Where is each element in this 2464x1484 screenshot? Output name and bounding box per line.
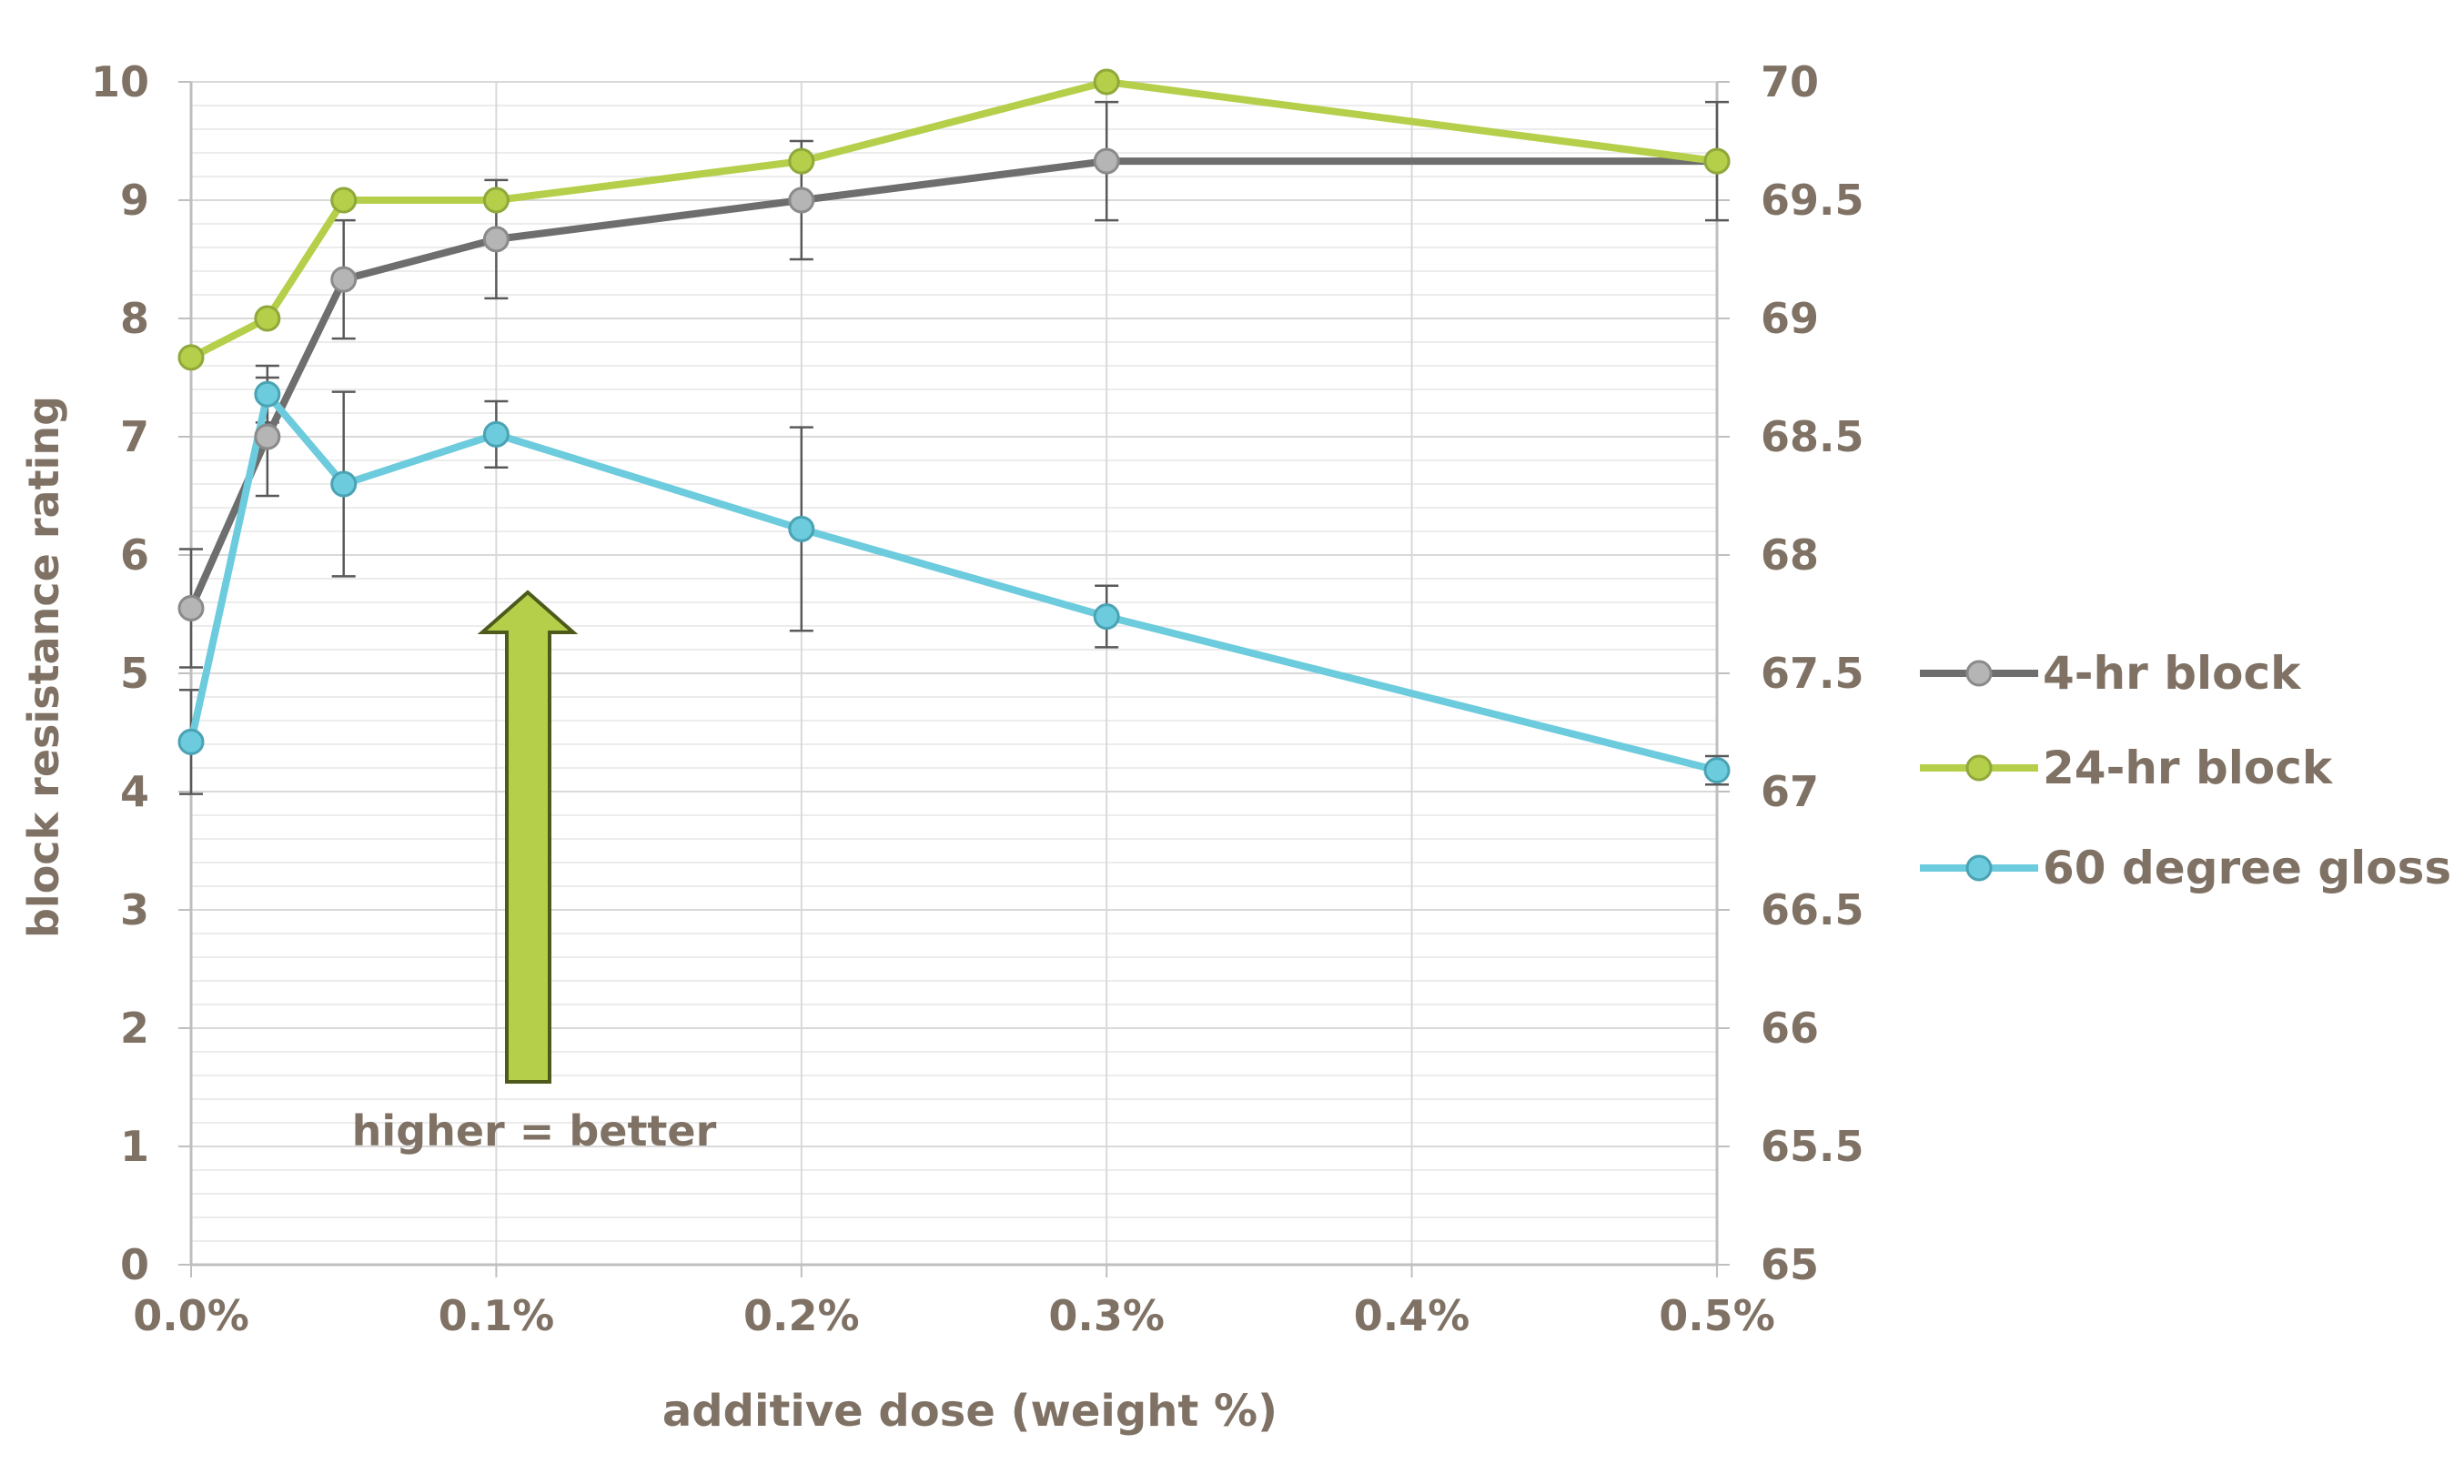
- y2-tick-label: 66: [1761, 1004, 1819, 1053]
- legend-swatch-marker: [1965, 660, 1993, 687]
- y2-tick-label: 69: [1761, 294, 1819, 343]
- annotation-label: higher = better: [352, 1106, 717, 1156]
- data-point-4-hr-block: [254, 423, 281, 450]
- y-tick-label: 1: [120, 1122, 149, 1171]
- legend-label: 60 degree gloss: [2043, 842, 2451, 894]
- series-line-4-hr-block: [187, 157, 1717, 611]
- up-arrow-icon: [477, 590, 579, 1084]
- data-point-4-hr-block: [482, 226, 510, 253]
- y2-tick-label: 65.5: [1761, 1122, 1864, 1171]
- legend-label: 24-hr block: [2043, 742, 2334, 794]
- y-tick-label: 4: [120, 767, 149, 816]
- y2-tick-label: 69.5: [1761, 176, 1864, 225]
- data-point-60-degree-gloss: [482, 420, 510, 448]
- data-point-4-hr-block: [788, 187, 815, 214]
- y-tick-label: 8: [120, 294, 149, 343]
- y-tick-label: 0: [120, 1240, 149, 1289]
- data-point-4-hr-block: [330, 266, 358, 293]
- y2-tick-label: 68.5: [1761, 412, 1864, 461]
- x-tick-label: 0.0%: [133, 1291, 249, 1340]
- y2-tick-label: 65: [1761, 1240, 1819, 1289]
- data-point-4-hr-block: [177, 595, 205, 621]
- data-point-60-degree-gloss: [254, 380, 281, 408]
- data-point-24-hr-block: [482, 187, 510, 214]
- data-point-60-degree-gloss: [1093, 603, 1120, 631]
- y2-tick-label: 70: [1761, 57, 1819, 106]
- legend: 4-hr block 24-hr block 60 degree gloss: [1920, 647, 2451, 894]
- data-point-24-hr-block: [254, 305, 281, 332]
- y2-tick-label: 66.5: [1761, 885, 1864, 934]
- y-tick-label: 3: [120, 885, 149, 934]
- y-tick-label: 2: [120, 1004, 149, 1053]
- y-axis-title: block resistance rating: [19, 396, 68, 938]
- x-tick-label: 0.4%: [1354, 1291, 1470, 1340]
- data-point-4-hr-block: [1093, 147, 1120, 175]
- y2-tick-label: 67: [1761, 767, 1819, 816]
- series-line-60-degree-gloss: [187, 390, 1718, 774]
- data-point-60-degree-gloss: [788, 515, 815, 542]
- y-tick-label: 10: [91, 57, 149, 106]
- x-tick-label: 0.2%: [743, 1291, 860, 1340]
- error-bars: [179, 100, 1729, 795]
- x-axis-title: additive dose (weight %): [662, 1386, 1277, 1437]
- y-tick-label: 7: [120, 412, 149, 461]
- legend-item-60-degree-gloss: 60 degree gloss: [1920, 842, 2451, 894]
- series-line-24-hr-block: [189, 78, 1718, 361]
- annotation-group: higher = better: [352, 590, 717, 1156]
- legend-swatch-marker: [1965, 854, 1993, 882]
- legend-item-24-hr-block: 24-hr block: [1920, 742, 2334, 794]
- series-markers: [177, 68, 1731, 784]
- series-lines: [187, 78, 1718, 774]
- data-point-24-hr-block: [1093, 68, 1120, 96]
- chart-axes: [178, 81, 1730, 1277]
- y2-tick-label: 67.5: [1761, 649, 1864, 698]
- x-tick-label: 0.3%: [1048, 1291, 1165, 1340]
- legend-swatch-marker: [1965, 754, 1993, 782]
- data-point-24-hr-block: [788, 147, 815, 175]
- y2-tick-label: 68: [1761, 530, 1819, 580]
- y-tick-label: 5: [120, 649, 149, 698]
- x-tick-label: 0.5%: [1659, 1291, 1775, 1340]
- series-group: [177, 68, 1731, 795]
- data-point-60-degree-gloss: [177, 728, 205, 755]
- tick-labels: 0123456789106565.56666.56767.56868.56969…: [91, 57, 1864, 1340]
- data-point-24-hr-block: [177, 344, 205, 371]
- data-point-60-degree-gloss: [330, 470, 358, 498]
- legend-item-4-hr-block: 4-hr block: [1920, 647, 2302, 700]
- data-point-60-degree-gloss: [1703, 757, 1731, 784]
- data-point-24-hr-block: [330, 187, 358, 214]
- x-tick-label: 0.1%: [439, 1291, 555, 1340]
- y-tick-label: 9: [120, 176, 149, 225]
- legend-label: 4-hr block: [2043, 647, 2302, 700]
- data-point-24-hr-block: [1703, 147, 1731, 175]
- y-tick-label: 6: [120, 530, 149, 580]
